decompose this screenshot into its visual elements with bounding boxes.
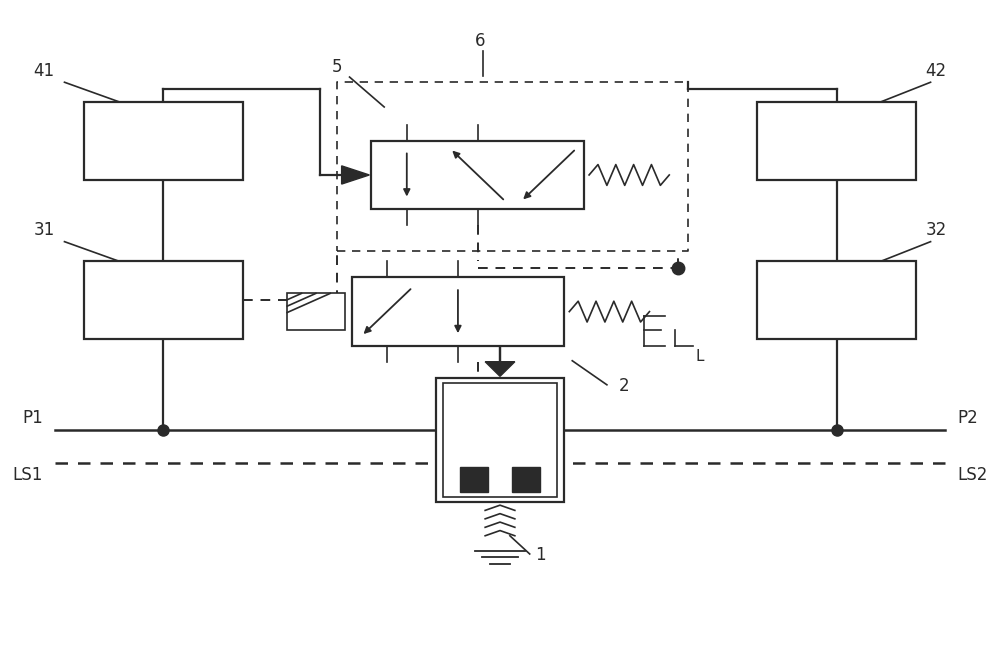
- Bar: [287, 293, 345, 330]
- Text: 2: 2: [619, 378, 629, 395]
- Text: LS2: LS2: [957, 466, 988, 484]
- Text: P1: P1: [22, 409, 43, 427]
- Text: 32: 32: [926, 221, 947, 239]
- Bar: [436, 378, 564, 502]
- Bar: [512, 467, 540, 492]
- Polygon shape: [485, 362, 515, 376]
- Text: L: L: [696, 349, 704, 364]
- Bar: [371, 141, 584, 209]
- Text: 5: 5: [332, 59, 342, 76]
- Bar: [757, 261, 916, 339]
- Polygon shape: [342, 166, 369, 184]
- Bar: [352, 277, 564, 346]
- Text: 6: 6: [475, 32, 486, 51]
- Text: 1: 1: [535, 546, 545, 565]
- Text: P2: P2: [957, 409, 978, 427]
- Bar: [757, 101, 916, 180]
- Text: 42: 42: [926, 62, 947, 80]
- Bar: [460, 467, 488, 492]
- Bar: [443, 383, 557, 498]
- Bar: [84, 261, 243, 339]
- Text: 41: 41: [33, 62, 55, 80]
- Text: LS1: LS1: [12, 466, 43, 484]
- Text: 31: 31: [33, 221, 55, 239]
- Bar: [84, 101, 243, 180]
